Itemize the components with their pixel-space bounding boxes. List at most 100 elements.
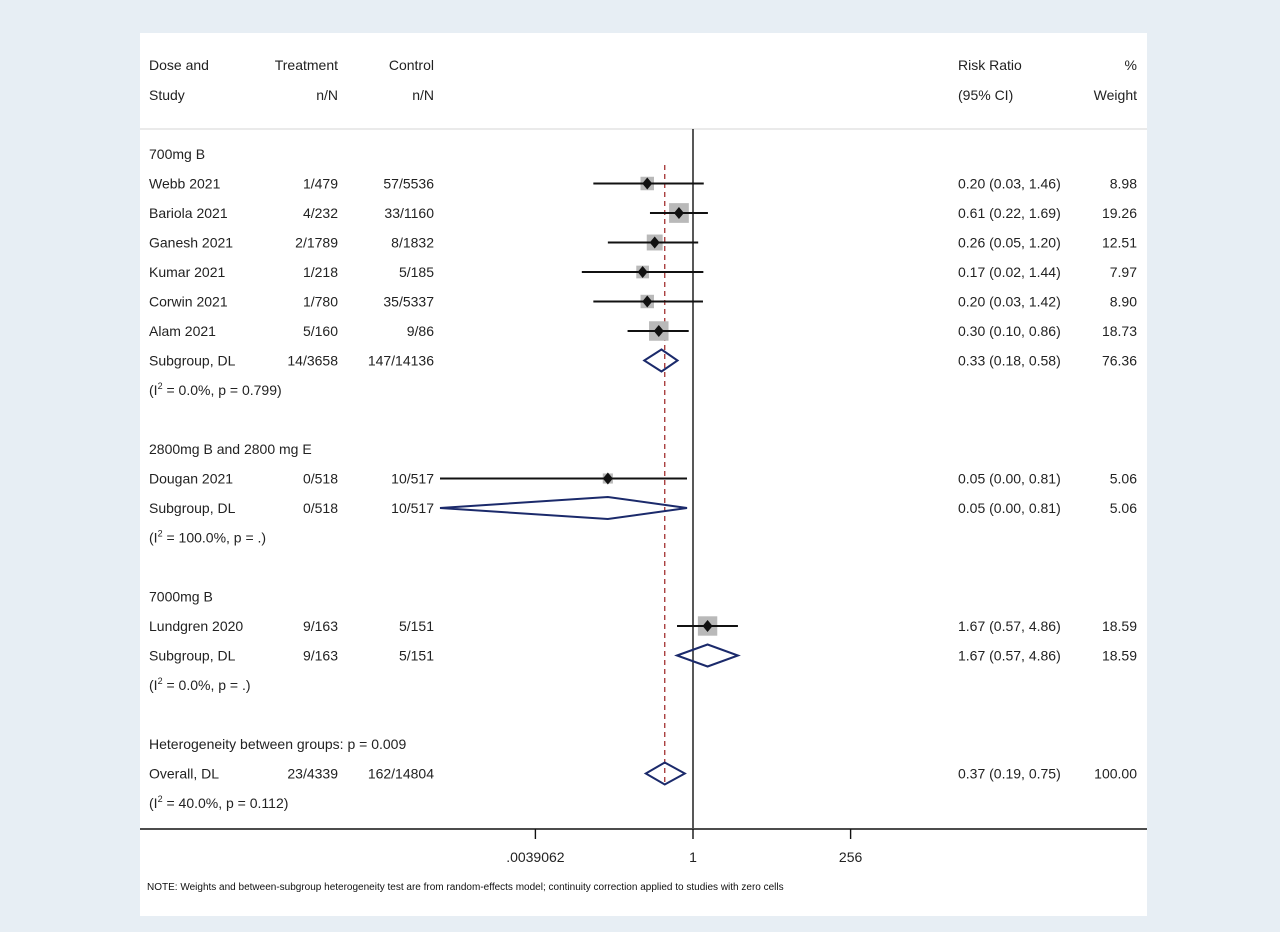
- x-tick-label: 256: [839, 849, 863, 865]
- study-label: Alam 2021: [149, 323, 216, 339]
- het-prefix: (I: [149, 382, 158, 398]
- group-label: 2800mg B and 2800 mg E: [149, 441, 312, 457]
- point-estimate: [602, 472, 613, 485]
- control-count: 5/151: [399, 618, 434, 634]
- het-prefix: (I: [149, 795, 158, 811]
- study-label: Bariola 2021: [149, 205, 228, 221]
- point-estimate: [653, 325, 664, 337]
- point-estimate: [642, 295, 653, 308]
- group-label: Heterogeneity between groups: p = 0.009: [149, 736, 406, 752]
- point-estimate: [702, 620, 713, 632]
- header-control-line1: Control: [389, 57, 434, 73]
- risk-ratio-ci: 0.61 (0.22, 1.69): [958, 205, 1061, 221]
- header-risk-ratio-line1: Risk Ratio: [958, 57, 1022, 73]
- het-superscript: 2: [158, 529, 163, 539]
- study-label: Lundgren 2020: [149, 618, 243, 634]
- het-prefix: (I: [149, 677, 158, 693]
- footnote: NOTE: Weights and between-subgroup heter…: [147, 882, 784, 893]
- risk-ratio-ci: 0.17 (0.02, 1.44): [958, 264, 1061, 280]
- study-label: Corwin 2021: [149, 294, 228, 310]
- summary-label: Subgroup, DL: [149, 500, 236, 516]
- treatment-count: 1/780: [303, 294, 338, 310]
- x-axis-ticks: .0039062 1 256: [506, 829, 862, 865]
- study-label: Webb 2021: [149, 176, 221, 192]
- treatment-count: 1/479: [303, 176, 338, 192]
- weight-percent: 8.98: [1110, 176, 1137, 192]
- control-count: 35/5337: [383, 294, 434, 310]
- control-count: 57/5536: [383, 176, 434, 192]
- study-label: Kumar 2021: [149, 264, 225, 280]
- weight-percent: 8.90: [1110, 294, 1137, 310]
- weight-percent: 7.97: [1110, 264, 1137, 280]
- summary-label: Overall, DL: [149, 766, 219, 782]
- het-text: = 0.0%, p = 0.799): [163, 382, 282, 398]
- header-treatment-line2: n/N: [316, 87, 338, 103]
- heterogeneity-stat: (I2 = 100.0%, p = .): [149, 529, 266, 546]
- study-label: Dougan 2021: [149, 471, 233, 487]
- treatment-count: 2/1789: [295, 235, 338, 251]
- treatment-count: 5/160: [303, 323, 338, 339]
- point-estimate: [673, 207, 684, 219]
- point-estimate: [637, 266, 648, 278]
- control-count: 33/1160: [384, 205, 434, 221]
- header-weight-line1: %: [1125, 57, 1137, 73]
- risk-ratio-ci: 1.67 (0.57, 4.86): [958, 648, 1061, 664]
- control-count: 8/1832: [391, 235, 434, 251]
- control-count: 162/14804: [368, 766, 434, 782]
- forest-plot: Dose and Study Treatment n/N Control n/N…: [140, 57, 1147, 893]
- het-text: = 40.0%, p = 0.112): [163, 795, 289, 811]
- header-study-line2: Study: [149, 87, 185, 103]
- summary-diamond: [674, 643, 741, 668]
- treatment-count: 9/163: [303, 618, 338, 634]
- plot-panel: Dose and Study Treatment n/N Control n/N…: [140, 33, 1147, 916]
- group-label: 700mg B: [149, 146, 205, 162]
- heterogeneity-stat: (I2 = 40.0%, p = 0.112): [149, 794, 288, 811]
- control-count: 10/517: [391, 500, 434, 516]
- weight-percent: 76.36: [1102, 353, 1137, 369]
- control-count: 9/86: [407, 323, 434, 339]
- risk-ratio-ci: 0.26 (0.05, 1.20): [958, 235, 1061, 251]
- control-count: 147/14136: [368, 353, 434, 369]
- risk-ratio-ci: 0.33 (0.18, 0.58): [958, 353, 1061, 369]
- risk-ratio-ci: 0.30 (0.10, 0.86): [958, 323, 1061, 339]
- control-count: 5/151: [399, 648, 434, 664]
- weight-percent: 19.26: [1102, 205, 1137, 221]
- rows-layer: 700mg B Webb 2021 1/479 57/5536 0.20 (0.03, …: [149, 146, 1137, 811]
- treatment-count: 0/518: [303, 500, 338, 516]
- group-label: 7000mg B: [149, 589, 213, 605]
- header-row: Dose and Study Treatment n/N Control n/N…: [149, 57, 1137, 103]
- heterogeneity-stat: (I2 = 0.0%, p = .): [149, 676, 251, 693]
- summary-diamond: [643, 761, 687, 786]
- risk-ratio-ci: 0.20 (0.03, 1.46): [958, 176, 1061, 192]
- het-superscript: 2: [158, 794, 163, 804]
- summary-label: Subgroup, DL: [149, 353, 236, 369]
- x-tick-label: .0039062: [506, 849, 565, 865]
- weight-percent: 5.06: [1110, 500, 1137, 516]
- het-text: = 100.0%, p = .): [163, 530, 267, 546]
- weight-percent: 5.06: [1110, 471, 1137, 487]
- risk-ratio-ci: 0.05 (0.00, 0.81): [958, 500, 1061, 516]
- summary-diamond: [642, 348, 680, 373]
- het-prefix: (I: [149, 530, 158, 546]
- het-superscript: 2: [158, 381, 163, 391]
- summary-diamond: [439, 495, 688, 521]
- risk-ratio-ci: 0.37 (0.19, 0.75): [958, 766, 1061, 782]
- treatment-count: 9/163: [303, 648, 338, 664]
- risk-ratio-ci: 0.05 (0.00, 0.81): [958, 471, 1061, 487]
- control-count: 5/185: [399, 264, 434, 280]
- header-control-line2: n/N: [412, 87, 434, 103]
- risk-ratio-ci: 1.67 (0.57, 4.86): [958, 618, 1061, 634]
- summary-label: Subgroup, DL: [149, 648, 236, 664]
- treatment-count: 4/232: [303, 205, 338, 221]
- weight-percent: 18.59: [1102, 618, 1137, 634]
- header-risk-ratio-line2: (95% CI): [958, 87, 1013, 103]
- point-estimate: [642, 177, 653, 190]
- header-weight-line2: Weight: [1094, 87, 1137, 103]
- study-label: Ganesh 2021: [149, 235, 233, 251]
- control-count: 10/517: [391, 471, 434, 487]
- weight-percent: 100.00: [1094, 766, 1137, 782]
- treatment-count: 1/218: [303, 264, 338, 280]
- point-estimate: [649, 236, 660, 249]
- treatment-count: 23/4339: [287, 766, 338, 782]
- header-treatment-line1: Treatment: [275, 57, 338, 73]
